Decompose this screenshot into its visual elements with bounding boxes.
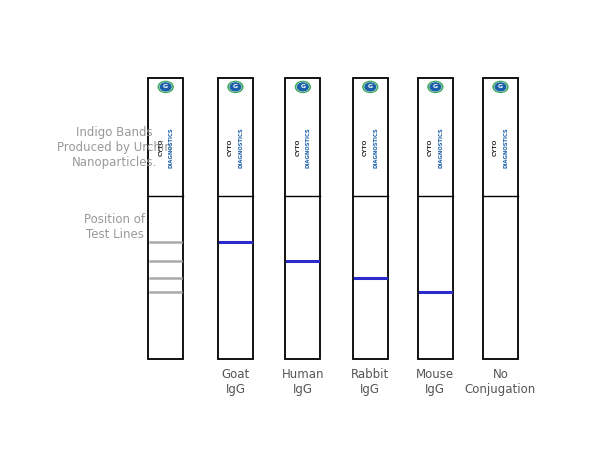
- Circle shape: [160, 83, 171, 91]
- Circle shape: [495, 83, 506, 91]
- Text: DIAGNOSTICS: DIAGNOSTICS: [305, 127, 311, 167]
- Circle shape: [295, 81, 310, 92]
- Circle shape: [230, 83, 241, 91]
- Text: G: G: [433, 85, 438, 90]
- Circle shape: [494, 83, 506, 91]
- Circle shape: [297, 83, 308, 91]
- Text: No
Conjugation: No Conjugation: [465, 368, 536, 396]
- Text: CYTO: CYTO: [158, 139, 163, 156]
- Text: CYTO: CYTO: [228, 139, 233, 156]
- Text: G: G: [300, 85, 305, 90]
- Circle shape: [493, 81, 508, 92]
- Circle shape: [363, 81, 378, 92]
- Text: CYTO: CYTO: [493, 139, 498, 156]
- Text: Human
IgG: Human IgG: [281, 368, 324, 396]
- Text: Indigo Bands
Produced by Urchin
Nanoparticles.: Indigo Bands Produced by Urchin Nanopart…: [57, 126, 172, 169]
- Text: DIAGNOSTICS: DIAGNOSTICS: [238, 127, 243, 167]
- Circle shape: [298, 83, 308, 91]
- Bar: [286, 78, 320, 359]
- Text: DIAGNOSTICS: DIAGNOSTICS: [373, 127, 378, 167]
- Text: G: G: [498, 85, 503, 90]
- Bar: [148, 78, 183, 359]
- Circle shape: [230, 83, 241, 91]
- Text: DIAGNOSTICS: DIAGNOSTICS: [503, 127, 508, 167]
- Text: Goat
IgG: Goat IgG: [221, 368, 250, 396]
- Text: G: G: [368, 85, 373, 90]
- Text: DIAGNOSTICS: DIAGNOSTICS: [169, 127, 173, 167]
- Circle shape: [428, 81, 443, 92]
- Text: G: G: [233, 85, 238, 90]
- Circle shape: [430, 83, 441, 91]
- Circle shape: [160, 83, 172, 91]
- Circle shape: [430, 83, 441, 91]
- Text: CYTO: CYTO: [428, 139, 433, 156]
- Bar: [353, 78, 388, 359]
- Circle shape: [364, 83, 376, 91]
- Text: CYTO: CYTO: [363, 139, 368, 156]
- Text: CYTO: CYTO: [296, 139, 301, 156]
- Bar: [418, 78, 453, 359]
- Bar: [218, 78, 253, 359]
- Text: Rabbit
IgG: Rabbit IgG: [351, 368, 389, 396]
- Text: DIAGNOSTICS: DIAGNOSTICS: [438, 127, 443, 167]
- Bar: [483, 78, 518, 359]
- Circle shape: [228, 81, 243, 92]
- Circle shape: [158, 81, 173, 92]
- Text: Mouse
IgG: Mouse IgG: [416, 368, 454, 396]
- Circle shape: [365, 83, 376, 91]
- Text: Position of
Test Lines: Position of Test Lines: [84, 213, 145, 241]
- Text: G: G: [163, 85, 168, 90]
